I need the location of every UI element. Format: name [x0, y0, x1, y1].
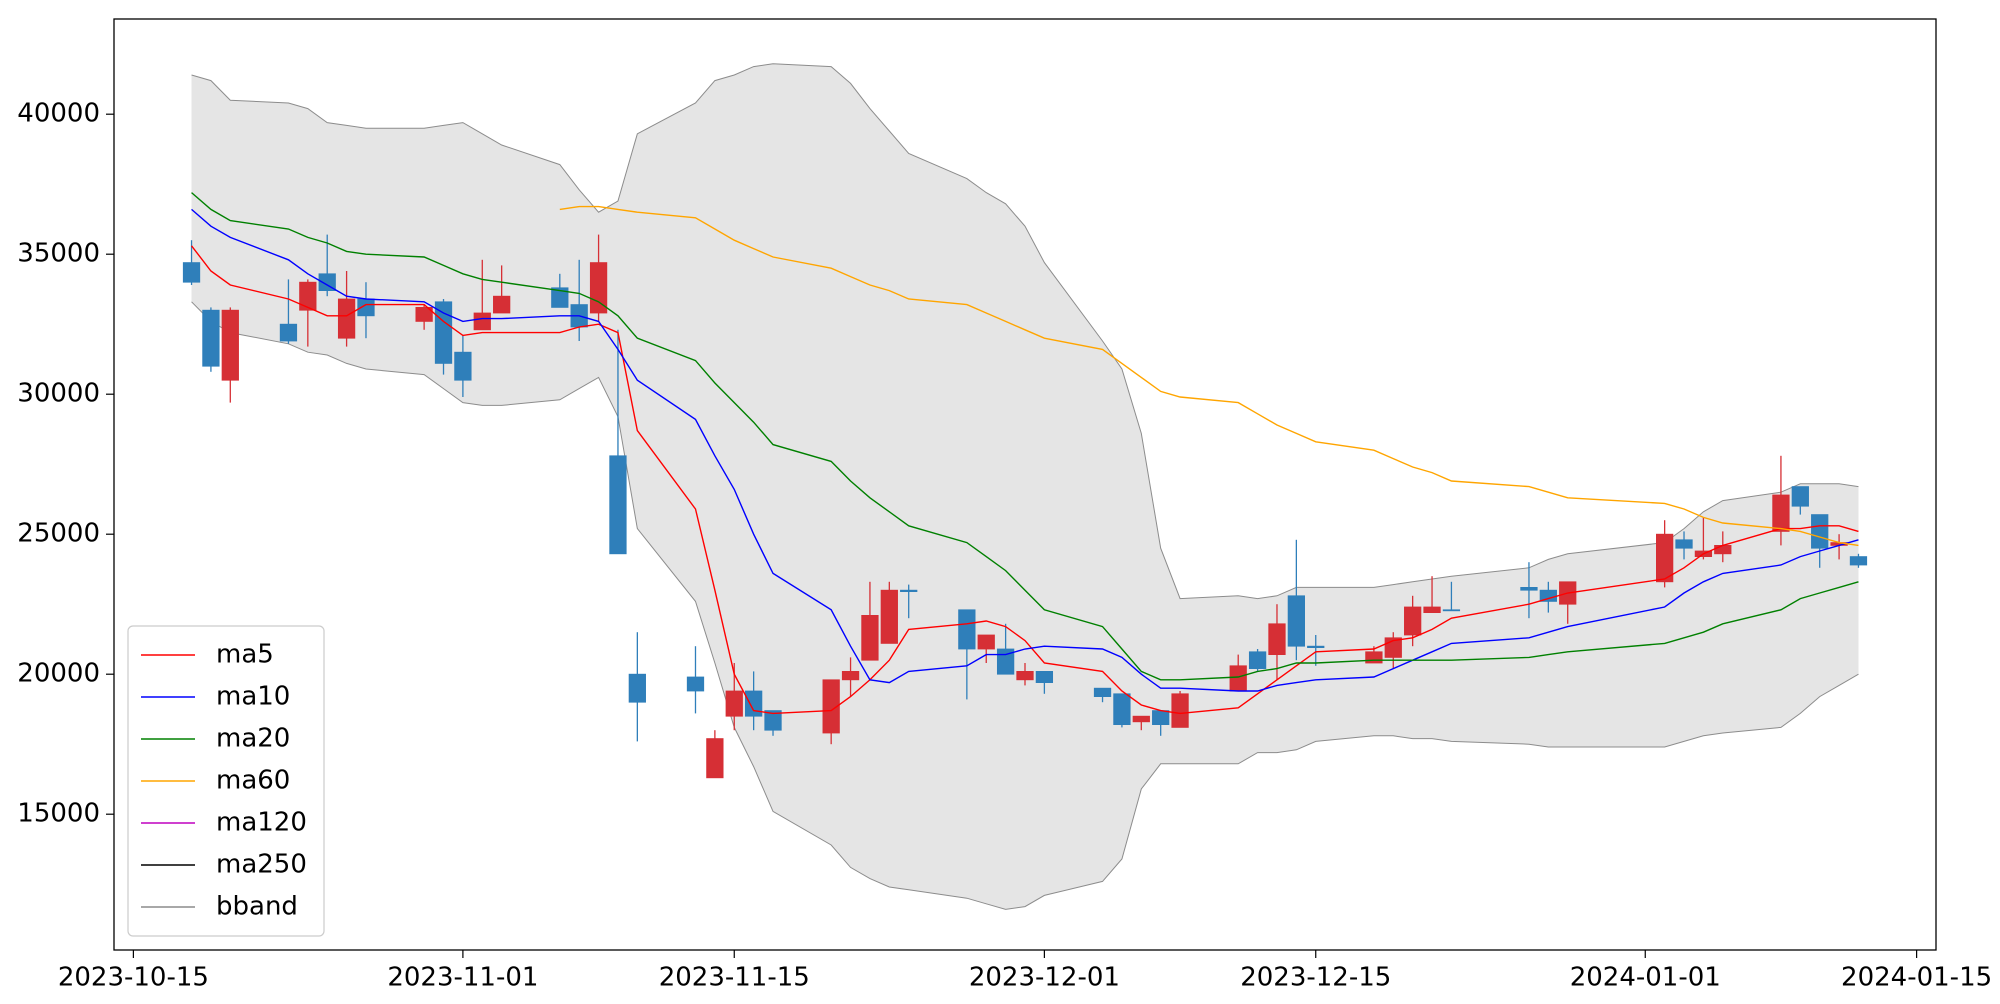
x-tick-label: 2023-11-01	[387, 963, 538, 993]
candle-body	[299, 281, 317, 311]
candle-body	[1016, 671, 1034, 681]
candle-body	[706, 738, 724, 779]
x-tick-label: 2023-12-01	[969, 963, 1120, 993]
bband-area	[191, 63, 1859, 910]
ma-line	[191, 208, 1859, 692]
legend-label: ma5	[216, 640, 274, 670]
candle-body	[1811, 514, 1829, 549]
legend-label: ma250	[216, 850, 307, 880]
candle-body	[1423, 606, 1441, 613]
candle-body	[1307, 645, 1325, 649]
bband-lower	[191, 301, 1859, 910]
candle-body	[1113, 693, 1131, 725]
candle-body	[880, 589, 898, 644]
x-tick-label: 2023-11-15	[659, 963, 810, 993]
candle-body	[551, 287, 569, 308]
candle-body	[1268, 623, 1286, 655]
y-tick-label: 15000	[17, 799, 100, 829]
x-tick-label: 2023-12-15	[1240, 963, 1391, 993]
candle-body	[1248, 651, 1267, 669]
ma-line	[559, 205, 1859, 547]
legend-label: ma20	[216, 724, 290, 754]
candle-body	[1675, 539, 1693, 549]
x-tick-label: 2024-01-15	[1841, 963, 1992, 993]
candle-body	[1035, 671, 1054, 684]
candle-body	[1171, 693, 1189, 728]
candle-body	[958, 609, 976, 650]
y-tick-label: 35000	[17, 239, 100, 269]
candle-body	[493, 295, 511, 314]
candle-body	[745, 690, 763, 717]
candle-body	[1442, 609, 1461, 612]
candle-body	[609, 455, 627, 555]
candle-body	[279, 323, 298, 342]
candle-body	[473, 312, 491, 331]
candle-body	[725, 690, 743, 717]
candle-body	[764, 710, 782, 731]
candle-body	[1404, 606, 1422, 636]
candle-body	[1849, 556, 1868, 566]
candle-body	[1365, 651, 1383, 664]
bband-upper	[191, 63, 1859, 600]
candle-body	[1152, 710, 1170, 725]
candle-body	[1714, 545, 1732, 555]
candle-body	[1791, 486, 1809, 507]
candle-body	[1772, 494, 1790, 532]
candle-body	[1093, 687, 1112, 698]
y-tick-label: 20000	[17, 659, 100, 689]
candle-body	[628, 673, 646, 703]
candle-body	[415, 306, 433, 322]
candle-body	[1656, 533, 1674, 583]
candle-body	[182, 262, 201, 283]
candle-body	[454, 351, 472, 381]
x-tick-label: 2024-01-01	[1570, 963, 1721, 993]
y-tick-label: 30000	[17, 379, 100, 409]
legend-label: ma60	[216, 766, 290, 796]
candle-body	[202, 309, 220, 367]
legend-label: ma120	[216, 808, 307, 838]
candle-body	[861, 615, 879, 661]
candle-body	[900, 589, 918, 593]
candle-body	[1520, 587, 1538, 591]
legend-label: ma10	[216, 682, 290, 712]
candle-body	[221, 309, 239, 381]
candle-body	[822, 679, 840, 734]
candle-body	[686, 676, 705, 692]
y-tick-label: 40000	[17, 99, 100, 129]
candle-body	[1132, 715, 1150, 723]
y-tick-label: 25000	[17, 519, 100, 549]
plot-frame	[113, 18, 1937, 951]
candle-body	[318, 273, 336, 291]
candle-body	[841, 671, 860, 681]
candle-body	[434, 301, 453, 364]
x-tick-label: 2023-10-15	[58, 963, 209, 993]
legend-label: bband	[216, 892, 298, 922]
ma-line	[191, 192, 1859, 681]
candle-body	[977, 634, 995, 650]
candle-body	[337, 298, 356, 339]
ma-line	[190, 245, 1859, 715]
legend-box	[127, 625, 325, 937]
candle-body	[1287, 595, 1305, 647]
candle-body	[1229, 665, 1247, 692]
